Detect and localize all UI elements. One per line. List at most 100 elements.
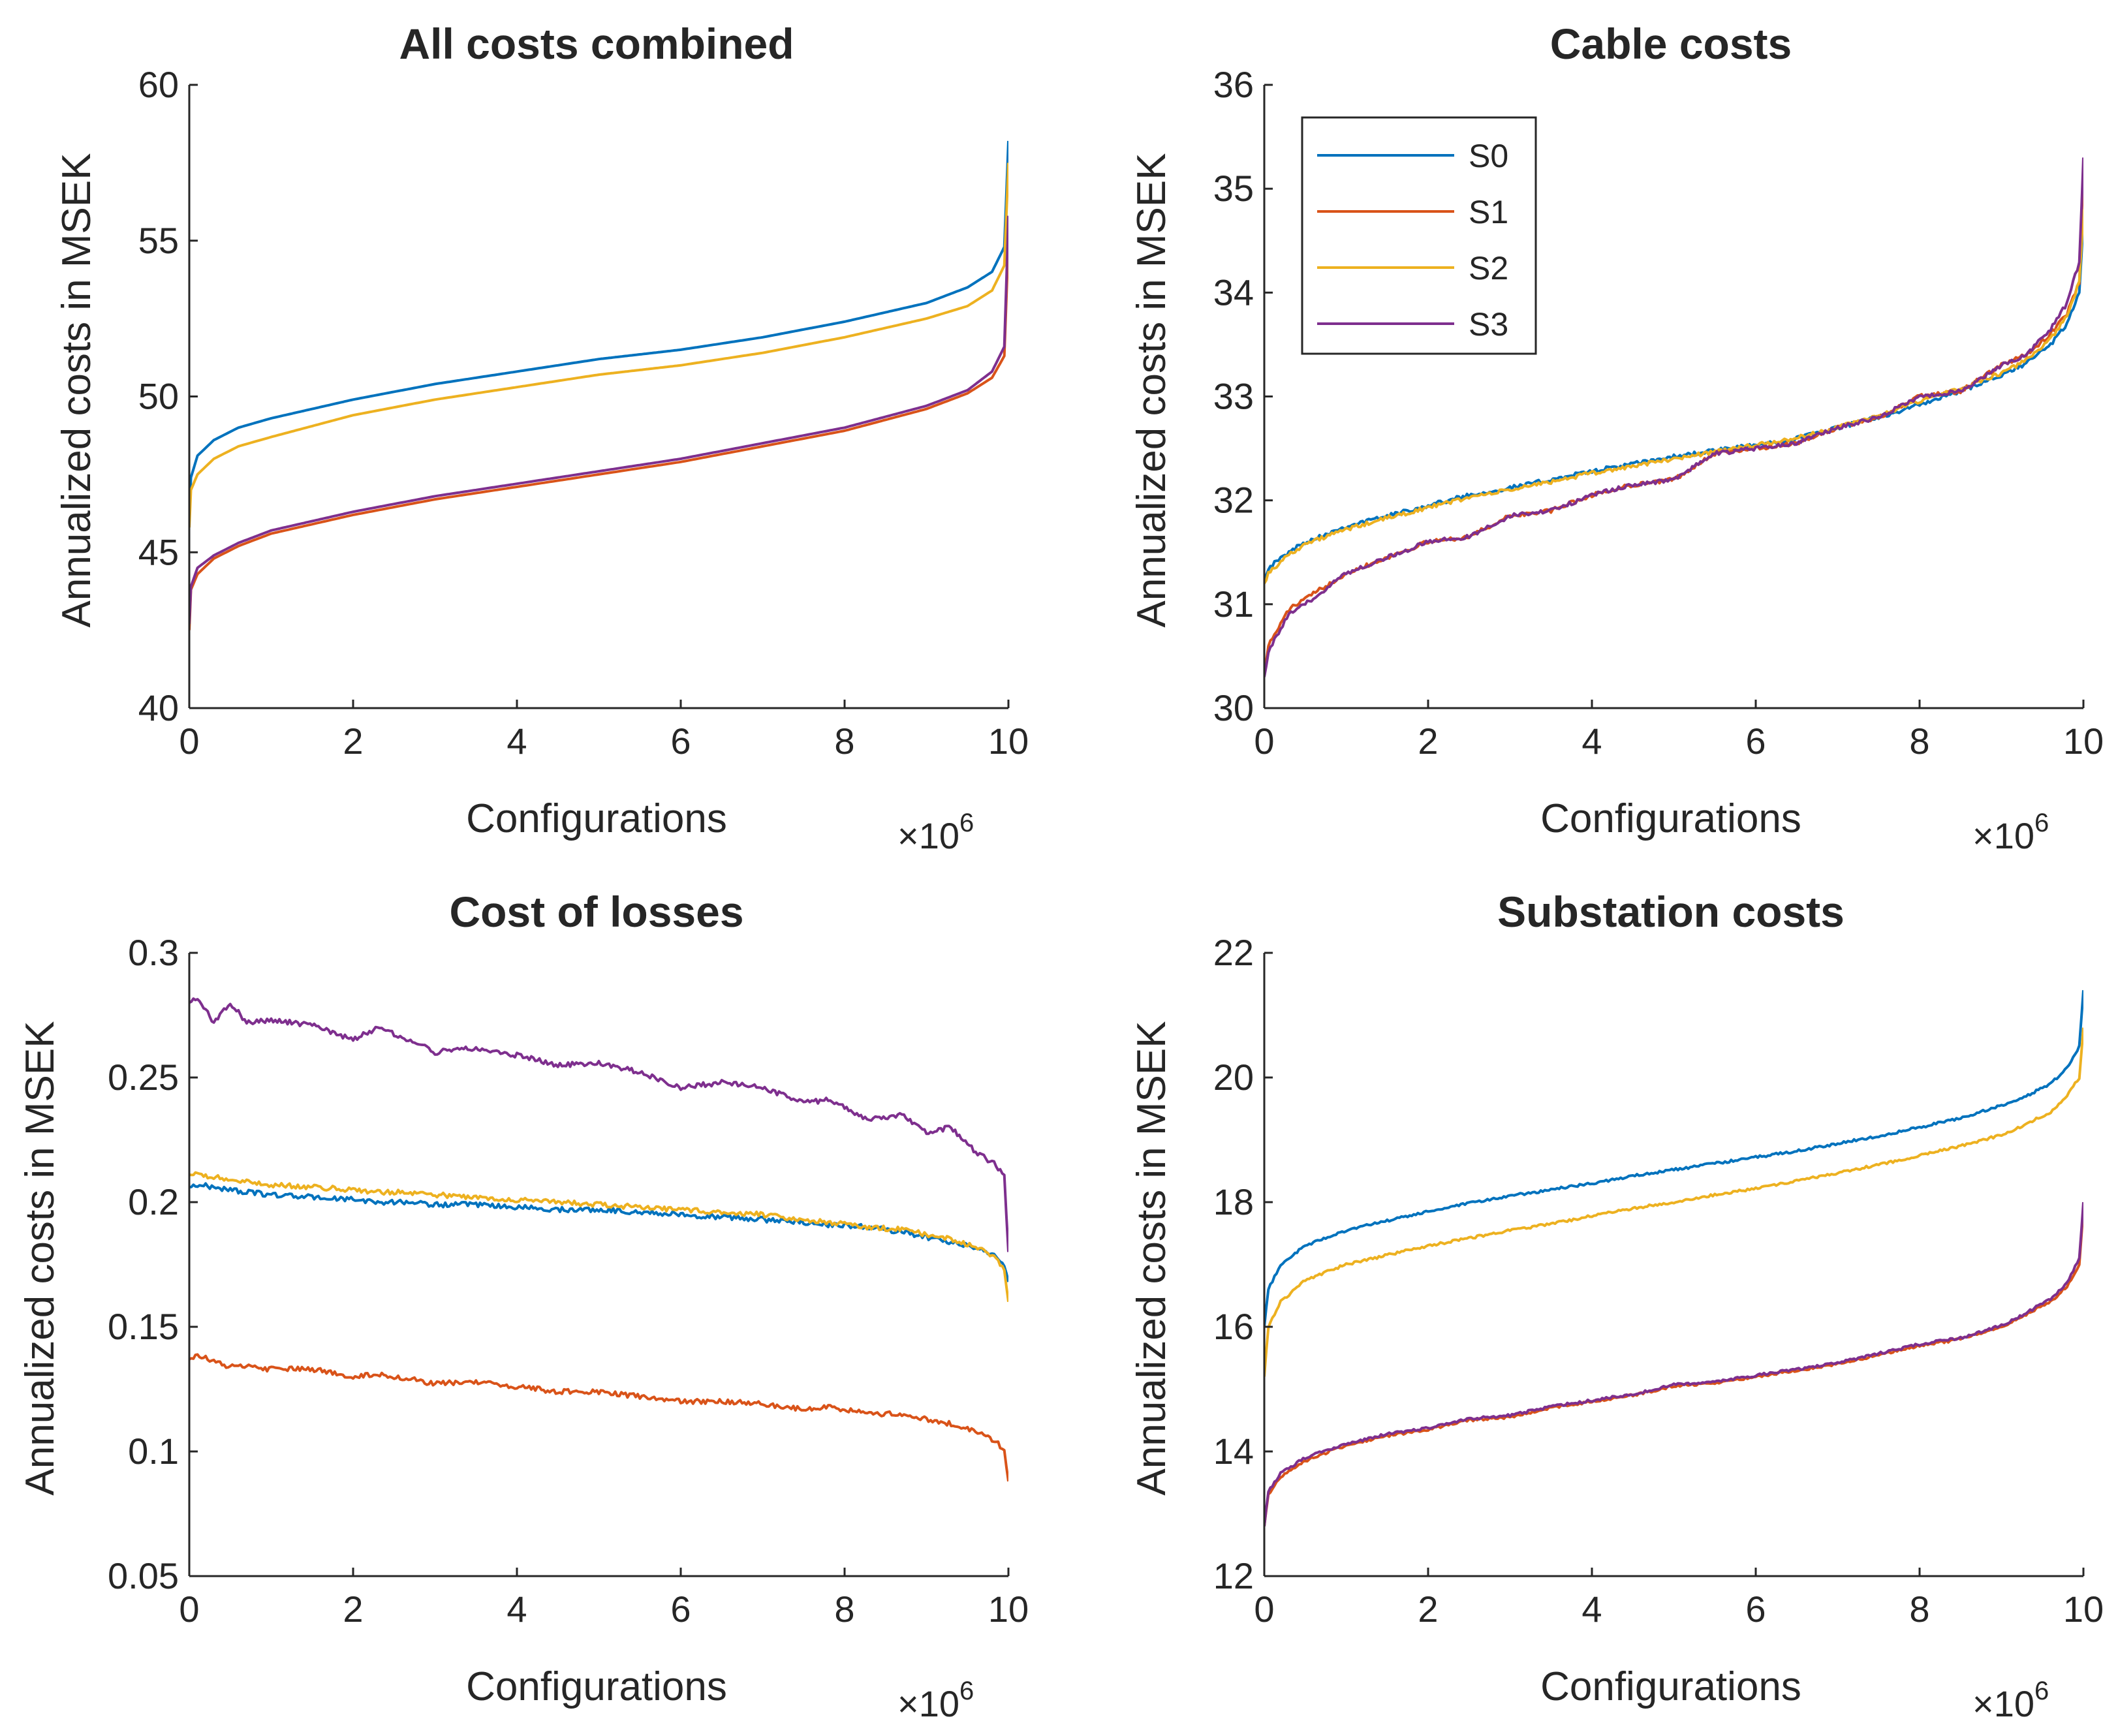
y-axis-label: Annualized costs in MSEK [18, 1021, 63, 1495]
legend: S0 S1 S2 S3 [1301, 116, 1537, 355]
y-tick-label: 36 [1213, 64, 1254, 105]
x-tick-label: 0 [179, 721, 199, 762]
series-line-s2 [189, 1171, 1008, 1303]
y-tick-label: 0.3 [128, 932, 179, 973]
x-tick-label: 0 [1254, 1589, 1274, 1630]
x-tick-label: 2 [343, 1589, 363, 1630]
panel-title: Cable costs [1550, 20, 1792, 68]
y-tick-label: 60 [138, 64, 179, 105]
series-line-s3 [189, 215, 1008, 625]
panel-title: Substation costs [1497, 888, 1845, 936]
legend-label-s0: S0 [1469, 138, 1508, 174]
x-tick-label: 4 [1581, 1589, 1602, 1630]
legend-label-s1: S1 [1469, 194, 1508, 230]
x-axis-exponent-base: ×10 [1972, 1683, 2034, 1724]
x-axis-exponent-power: 6 [959, 809, 974, 837]
y-tick-label: 0.1 [128, 1431, 179, 1472]
panel-title: Cost of losses [449, 888, 743, 936]
y-tick-label: 34 [1213, 271, 1254, 313]
panel-title: All costs combined [399, 20, 794, 68]
series-line-s2 [1264, 209, 2083, 585]
x-axis-label: Configurations [466, 1664, 727, 1709]
legend-box [1301, 116, 1537, 355]
y-tick-label: 40 [138, 687, 179, 728]
series-line-s1 [189, 240, 1008, 630]
y-tick-label: 55 [138, 220, 179, 261]
x-axis-exponent: ×106 [1972, 809, 2049, 856]
y-tick-label: 22 [1213, 932, 1254, 973]
x-axis-exponent: ×106 [897, 809, 974, 856]
x-tick-label: 8 [1909, 721, 1929, 762]
x-axis-label: Configurations [466, 796, 727, 841]
series-line-s3 [1264, 1201, 2083, 1527]
legend-label-s3: S3 [1469, 306, 1508, 343]
series-line-s1 [189, 1353, 1008, 1482]
x-axis-exponent-power: 6 [959, 1677, 974, 1705]
y-tick-label: 33 [1213, 376, 1254, 417]
x-tick-label: 6 [670, 1589, 691, 1630]
y-tick-label: 0.15 [108, 1306, 179, 1347]
x-tick-label: 2 [1418, 721, 1438, 762]
x-tick-label: 10 [988, 721, 1029, 762]
y-tick-label: 20 [1213, 1057, 1254, 1098]
panel-substation-costs: Substation costs Configurations Annualiz… [1129, 888, 2104, 1724]
panel-cost-of-losses: Cost of losses Configurations Annualized… [18, 888, 1029, 1724]
x-tick-label: 8 [834, 721, 854, 762]
x-tick-label: 0 [179, 1589, 199, 1630]
x-axis-exponent: ×106 [897, 1677, 974, 1724]
x-tick-label: 6 [670, 721, 691, 762]
x-axis-exponent-base: ×10 [897, 1683, 959, 1724]
series-group [189, 997, 1008, 1482]
x-axis-label: Configurations [1540, 796, 1801, 841]
x-tick-label: 8 [834, 1589, 854, 1630]
x-tick-label: 4 [506, 721, 527, 762]
y-tick-label: 30 [1213, 687, 1254, 728]
series-line-s2 [1264, 1027, 2083, 1377]
series-line-s2 [189, 163, 1008, 528]
y-tick-label: 35 [1213, 168, 1254, 209]
y-axis-label: Annualized costs in MSEK [1129, 1021, 1174, 1495]
x-tick-label: 4 [1581, 721, 1602, 762]
y-tick-label: 32 [1213, 480, 1254, 521]
x-tick-label: 2 [343, 721, 363, 762]
y-tick-label: 0.05 [108, 1555, 179, 1596]
series-line-s3 [1264, 157, 2083, 677]
y-tick-label: 14 [1213, 1431, 1254, 1472]
y-tick-label: 16 [1213, 1306, 1254, 1347]
x-tick-label: 10 [988, 1589, 1029, 1630]
series-group [189, 140, 1008, 630]
x-axis-exponent-base: ×10 [1972, 815, 2034, 856]
y-tick-label: 45 [138, 531, 179, 572]
panel-cable-costs: Cable costs Configurations Annualized co… [1129, 20, 2104, 856]
x-tick-label: 8 [1909, 1589, 1929, 1630]
y-tick-label: 0.2 [128, 1181, 179, 1222]
y-tick-label: 12 [1213, 1555, 1254, 1596]
x-tick-label: 10 [2063, 721, 2104, 762]
y-axis-label: Annualized costs in MSEK [1129, 153, 1174, 627]
series-line-s0 [189, 140, 1008, 521]
series-line-s0 [1264, 990, 2083, 1327]
y-tick-label: 0.25 [108, 1057, 179, 1098]
series-group [1264, 157, 2083, 677]
x-tick-label: 4 [506, 1589, 527, 1630]
series-line-s3 [189, 997, 1008, 1252]
x-axis-label: Configurations [1540, 1664, 1801, 1709]
x-tick-label: 10 [2063, 1589, 2104, 1630]
y-tick-label: 31 [1213, 583, 1254, 625]
legend-label-s2: S2 [1469, 250, 1508, 287]
y-tick-label: 50 [138, 376, 179, 417]
x-tick-label: 6 [1745, 1589, 1766, 1630]
x-axis-exponent: ×106 [1972, 1677, 2049, 1724]
x-axis-exponent-power: 6 [2034, 1677, 2049, 1705]
y-tick-label: 18 [1213, 1181, 1254, 1222]
panel-all-costs-combined: All costs combined Configurations Annual… [54, 20, 1029, 856]
series-group [1264, 990, 2083, 1527]
x-tick-label: 2 [1418, 1589, 1438, 1630]
y-axis-label: Annualized costs in MSEK [54, 153, 99, 627]
x-axis-exponent-base: ×10 [897, 815, 959, 856]
x-tick-label: 6 [1745, 721, 1766, 762]
x-tick-label: 0 [1254, 721, 1274, 762]
x-axis-exponent-power: 6 [2034, 809, 2049, 837]
